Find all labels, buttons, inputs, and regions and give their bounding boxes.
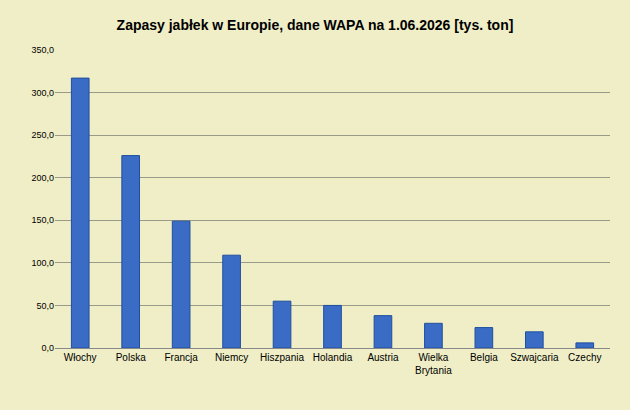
svg-text:350,0: 350,0 (31, 45, 54, 55)
svg-text:Belgia: Belgia (470, 352, 498, 363)
svg-text:Hiszpania: Hiszpania (260, 352, 304, 363)
svg-text:WielkaBrytania: WielkaBrytania (415, 352, 452, 376)
svg-text:Zapasy jabłek w Europie, dane: Zapasy jabłek w Europie, dane WAPA na 1.… (117, 17, 514, 33)
svg-text:Szwajcaria: Szwajcaria (510, 352, 559, 363)
svg-text:Holandia: Holandia (313, 352, 353, 363)
svg-text:100,0: 100,0 (31, 258, 54, 268)
svg-text:200,0: 200,0 (31, 173, 54, 183)
svg-text:0,0: 0,0 (41, 343, 54, 353)
svg-text:50,0: 50,0 (36, 301, 54, 311)
svg-text:150,0: 150,0 (31, 215, 54, 225)
svg-text:Francja: Francja (164, 352, 198, 363)
svg-text:250,0: 250,0 (31, 130, 54, 140)
svg-text:Niemcy: Niemcy (215, 352, 248, 363)
svg-text:300,0: 300,0 (31, 88, 54, 98)
svg-text:Austria: Austria (367, 352, 399, 363)
svg-text:Polska: Polska (116, 352, 146, 363)
svg-text:Włochy: Włochy (64, 352, 97, 363)
svg-text:Czechy: Czechy (568, 352, 601, 363)
